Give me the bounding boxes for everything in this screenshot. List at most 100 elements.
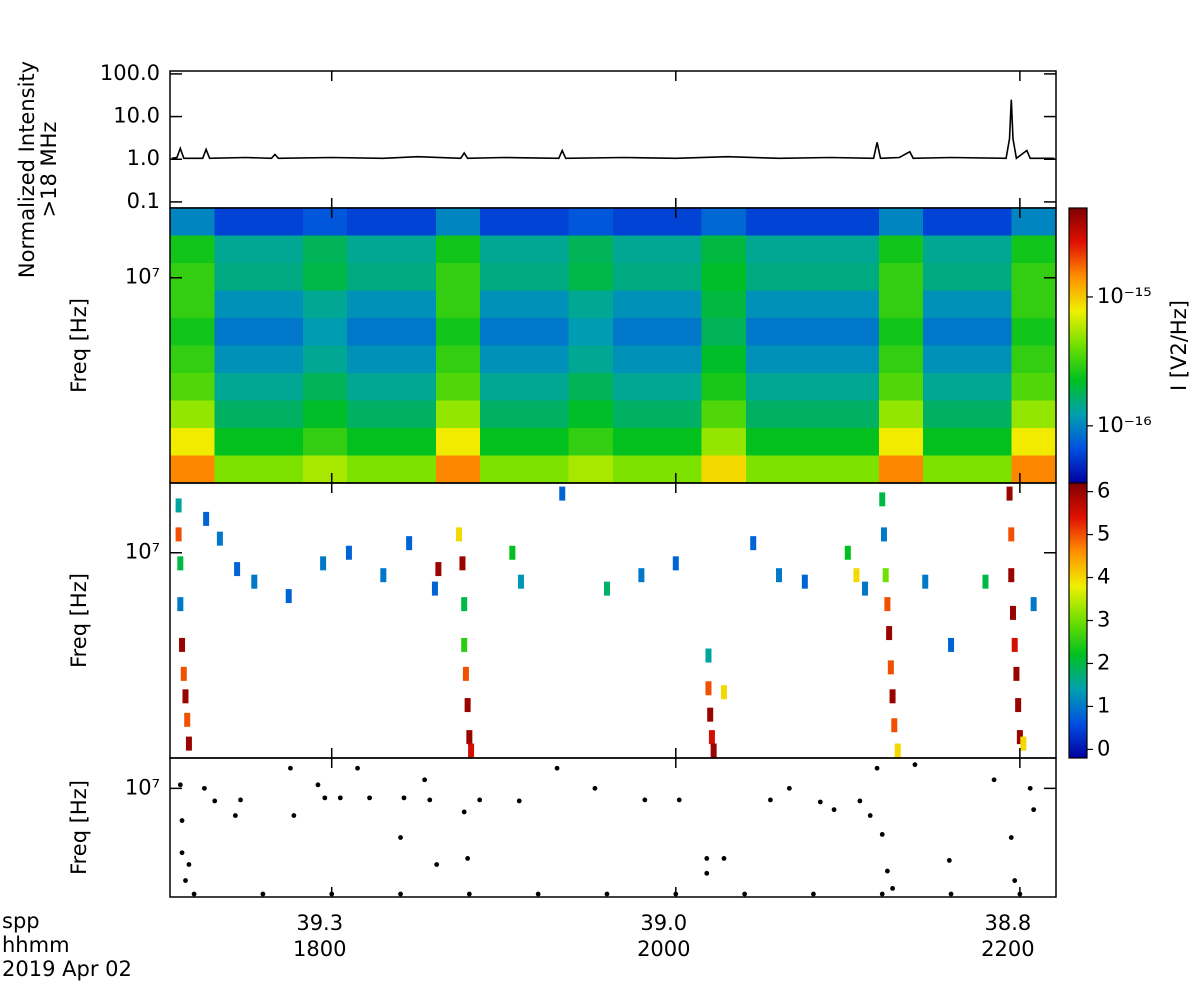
heatmap-cell (657, 373, 703, 401)
tile (705, 648, 712, 663)
point (179, 850, 185, 856)
heatmap-cell (790, 208, 835, 236)
panel: 10⁷ Freq [Hz] 10⁻¹⁵ 10⁻¹⁶ I [V2/Hz] (67, 207, 1191, 484)
heatmap-cell (435, 235, 481, 264)
heatmap-cell (391, 345, 437, 374)
heatmap-cell (657, 318, 703, 346)
point (186, 862, 192, 867)
heatmap-cell (214, 290, 260, 319)
heatmap-cell (568, 263, 614, 291)
tile (776, 568, 783, 583)
y-axis-label: Freq [Hz] (67, 573, 91, 668)
heatmap-cell (568, 373, 614, 401)
point (315, 782, 321, 788)
point (291, 813, 297, 818)
heatmap-cell (435, 455, 481, 483)
heatmap-cell (613, 235, 658, 264)
heatmap-cell (391, 318, 437, 346)
point (721, 856, 727, 861)
heatmap-cell (214, 263, 260, 291)
colorbar (1068, 482, 1088, 759)
heatmap-cell (302, 290, 348, 319)
panel-frame (169, 757, 1057, 898)
plot-area (170, 208, 1056, 483)
heatmap-cell (258, 400, 304, 429)
tile (1030, 597, 1037, 612)
tile (882, 568, 889, 583)
heatmap-cell (214, 428, 260, 456)
y-axis-label: Freq [Hz] (67, 780, 91, 875)
heatmap-cell (878, 373, 924, 401)
colorbar-tick-label: 4 (1097, 565, 1110, 589)
heatmap-cell (170, 208, 215, 236)
heatmap-cell (834, 373, 880, 401)
heatmap-cell (967, 290, 1013, 319)
point (704, 856, 710, 861)
heatmap-cell (258, 208, 304, 236)
colorbar (1068, 207, 1088, 484)
point (322, 795, 328, 801)
tile (1016, 730, 1023, 745)
colorbar-tick-label: 1 (1097, 693, 1110, 717)
heatmap-cell (435, 400, 481, 429)
point (642, 797, 648, 803)
tile (1006, 486, 1013, 501)
point (554, 765, 560, 771)
heatmap-cell (745, 263, 791, 291)
heatmap-cell (701, 290, 747, 319)
heatmap-cell (613, 263, 658, 291)
tile (285, 589, 292, 604)
tile (406, 536, 413, 551)
heatmap-cell (347, 263, 392, 291)
heatmap-cell (1011, 290, 1056, 319)
heatmap-cell (701, 373, 747, 401)
heatmap-cell (524, 345, 570, 374)
heatmap-cell (214, 345, 260, 374)
point (434, 862, 440, 867)
heatmap-cell (302, 345, 348, 374)
point (288, 765, 293, 771)
tile (320, 556, 327, 571)
point (676, 797, 682, 803)
heatmap-cell (480, 318, 525, 346)
point (831, 807, 837, 813)
plot-area (175, 486, 1037, 758)
heatmap-cell (524, 318, 570, 346)
heatmap-cell (258, 345, 304, 374)
heatmap-cell (923, 400, 968, 429)
y-tick-label: 100.0 (100, 61, 160, 85)
heatmap-cell (701, 455, 747, 483)
heatmap-cell (1011, 235, 1056, 264)
heatmap-cell (391, 263, 437, 291)
heatmap-cell (745, 318, 791, 346)
tile (801, 574, 808, 589)
heatmap-cell (524, 455, 570, 483)
heatmap-cell (878, 208, 924, 236)
heatmap-cell (613, 290, 658, 319)
panel-frame (169, 70, 1057, 209)
heatmap-cell (878, 235, 924, 264)
x-axis-label: spp (2, 909, 40, 933)
tile (1009, 605, 1016, 620)
heatmap-cell (745, 235, 791, 264)
heatmap-cell (834, 263, 880, 291)
y-axis-label: Normalized Intensity (15, 61, 39, 278)
heatmap-cell (302, 455, 348, 483)
x-tick-label-secondary: 39.0 (640, 911, 687, 935)
point (811, 891, 816, 897)
colorbar-tick-label: 5 (1097, 522, 1110, 546)
heatmap-cell (701, 345, 747, 374)
heatmap-cell (967, 318, 1013, 346)
heatmap-cell (878, 345, 924, 374)
heatmap-cell (170, 290, 215, 319)
point (355, 765, 360, 771)
y-axis-label: Freq [Hz] (67, 298, 91, 393)
tile (1008, 527, 1015, 542)
y-axis-label: >18 MHz (37, 122, 61, 218)
tile (720, 685, 727, 700)
point (948, 891, 954, 897)
heatmap-cell (524, 290, 570, 319)
tile (1013, 666, 1020, 681)
y-tick-label: 10⁷ (125, 775, 160, 799)
heatmap-cell (480, 290, 525, 319)
